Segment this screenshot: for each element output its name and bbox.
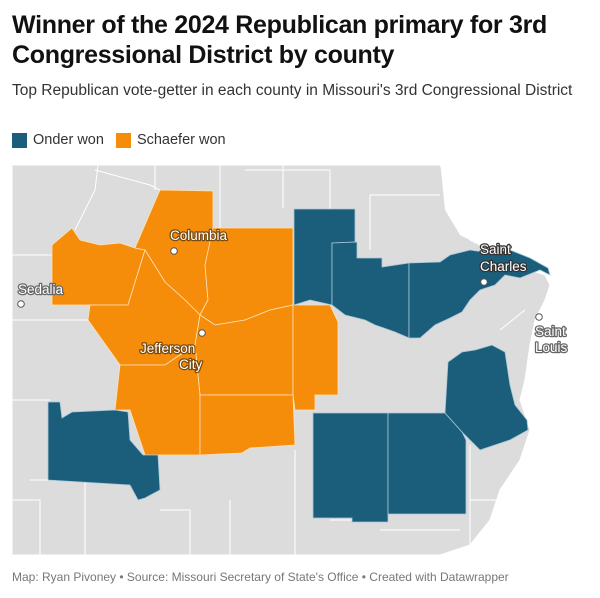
- city-dot-saint-charles: [480, 278, 488, 286]
- legend-item-schaefer: Schaefer won: [115, 132, 226, 148]
- city-label-jefferson-city-line2: City: [179, 357, 202, 372]
- chart-subtitle: Top Republican vote-getter in each count…: [12, 82, 573, 99]
- legend-item-onder: Onder won: [12, 132, 104, 148]
- county-onder-jefferson[interactable]: [444, 344, 529, 451]
- city-dot-columbia: [170, 247, 178, 255]
- legend-label-schaefer: Schaefer won: [136, 132, 226, 148]
- city-label-saint-charles-line2: Charles: [480, 259, 527, 274]
- city-label-saint-charles-line1: Saint: [480, 242, 511, 257]
- legend-swatch-onder: [12, 132, 27, 148]
- city-label-jefferson-city-line1: Jefferson: [140, 341, 195, 356]
- county-schaefer-maries[interactable]: [199, 394, 296, 456]
- county-schaefer-gasconade[interactable]: [292, 304, 339, 411]
- city-dot-sedalia: [17, 300, 25, 308]
- onder-counties: [47, 208, 551, 523]
- footer-credit: Map: Ryan Pivoney • Source: Missouri Sec…: [12, 570, 509, 584]
- legend: Onder won Schaefer won: [12, 132, 226, 148]
- city-dot-jefferson-city: [198, 329, 206, 337]
- chart-title: Winner of the 2024 Republican primary fo…: [12, 11, 548, 69]
- county-onder-stcharles[interactable]: [408, 249, 551, 339]
- city-markers: Columbia Sedalia Jefferson City Saint Ch…: [17, 227, 569, 374]
- city-label-saint-louis-line1: Saint: [535, 324, 566, 339]
- city-dot-saint-louis: [535, 313, 543, 321]
- county-onder-washington[interactable]: [387, 412, 467, 515]
- outside-state: [440, 160, 600, 560]
- county-schaefer-miller[interactable]: [114, 344, 201, 456]
- county-map: Columbia Sedalia Jefferson City Saint Ch…: [11, 160, 600, 560]
- county-onder-crawford[interactable]: [312, 412, 389, 523]
- county-onder-camden[interactable]: [47, 401, 161, 501]
- city-label-columbia: Columbia: [170, 228, 228, 243]
- legend-swatch-schaefer: [115, 132, 131, 148]
- schaefer-counties: [51, 189, 339, 456]
- city-label-sedalia: Sedalia: [18, 282, 64, 297]
- city-label-saint-louis-line2: Louis: [535, 340, 568, 355]
- legend-label-onder: Onder won: [33, 132, 104, 148]
